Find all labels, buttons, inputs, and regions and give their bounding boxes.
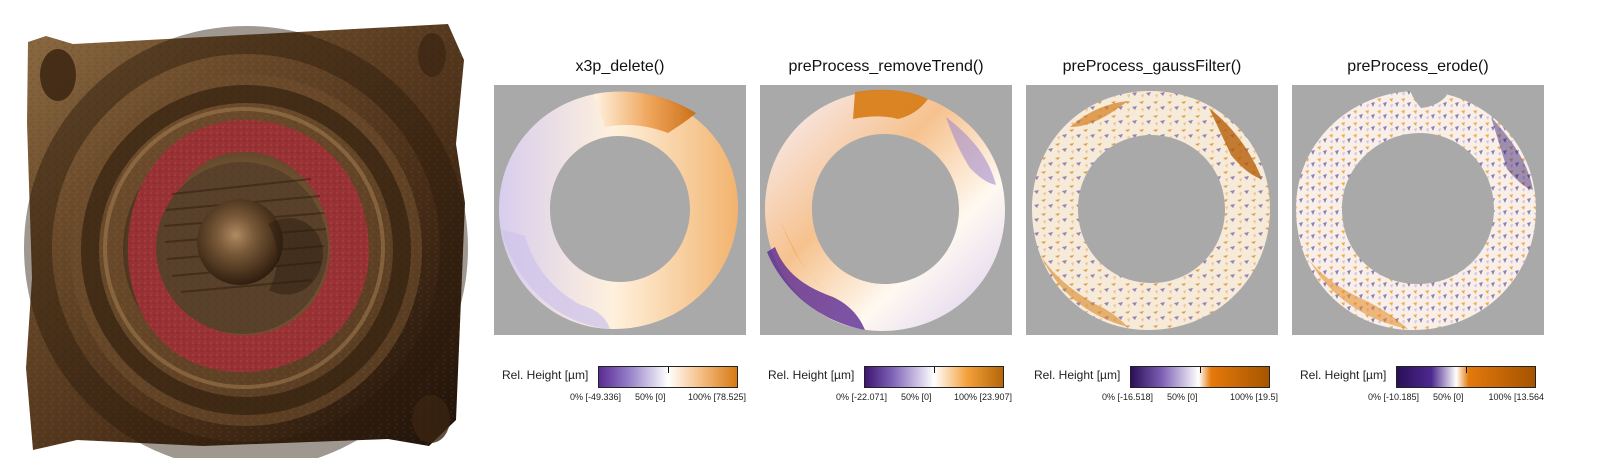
panel-preprocess-removetrend: preProcess_removeTrend() Rel. Height [µm… xyxy=(760,52,1012,412)
height-legend: Rel. Height [µm] 0% [-16.518] 50% [0] 10… xyxy=(1026,366,1278,412)
legend-mid-label: 50% [0] xyxy=(635,392,666,402)
legend-mid-label: 50% [0] xyxy=(1433,392,1464,402)
legend-colorbar xyxy=(1396,366,1536,388)
panel-title: x3p_delete() xyxy=(575,58,665,75)
legend-midpoint-tick xyxy=(934,367,935,373)
height-map-image xyxy=(494,85,746,335)
cartridge-case-scan-image xyxy=(24,24,468,458)
legend-colorbar xyxy=(864,366,1004,388)
legend-midpoint-tick xyxy=(1466,367,1467,373)
legend-title: Rel. Height [µm] xyxy=(768,368,855,382)
legend-colorbar xyxy=(598,366,738,388)
height-map-image xyxy=(1026,85,1278,335)
legend-min-label: 0% [-49.336] xyxy=(570,392,622,402)
legend-min-label: 0% [-16.518] xyxy=(1102,392,1154,402)
legend-midpoint-tick xyxy=(1200,367,1201,373)
legend-min-label: 0% [-22.071] xyxy=(836,392,888,402)
legend-max-label: 100% [78.525] xyxy=(687,392,746,402)
height-map-image xyxy=(760,85,1012,335)
legend-max-label: 100% [13.564 xyxy=(1488,392,1544,402)
legend-mid-label: 50% [0] xyxy=(1167,392,1198,402)
panel-preprocess-erode: preProcess_erode() Rel. Height [µm] 0% [… xyxy=(1292,52,1544,412)
legend-title: Rel. Height [µm] xyxy=(502,368,589,382)
height-legend: Rel. Height [µm] 0% [-10.185] 50% [0] 10… xyxy=(1292,366,1544,412)
height-map-image xyxy=(1292,85,1544,335)
legend-max-label: 100% [23.907] xyxy=(953,392,1012,402)
legend-max-label: 100% [19.5] xyxy=(1229,392,1278,402)
panel-title: preProcess_removeTrend() xyxy=(788,58,984,75)
legend-colorbar xyxy=(1130,366,1270,388)
panel-x3p-delete: x3p_delete() Rel. Height [µm] 0% [-49.33… xyxy=(494,52,746,412)
legend-midpoint-tick xyxy=(668,367,669,373)
legend-title: Rel. Height [µm] xyxy=(1034,368,1121,382)
height-legend: Rel. Height [µm] 0% [-49.336] 50% [0] 10… xyxy=(494,366,746,412)
legend-min-label: 0% [-10.185] xyxy=(1368,392,1420,402)
legend-title: Rel. Height [µm] xyxy=(1300,368,1387,382)
height-legend: Rel. Height [µm] 0% [-22.071] 50% [0] 10… xyxy=(760,366,1012,412)
panel-title: preProcess_erode() xyxy=(1347,58,1489,75)
panel-preprocess-gaussfilter: preProcess_gaussFilter() Rel. Height [µm… xyxy=(1026,52,1278,412)
panel-title: preProcess_gaussFilter() xyxy=(1062,58,1242,75)
legend-mid-label: 50% [0] xyxy=(901,392,932,402)
